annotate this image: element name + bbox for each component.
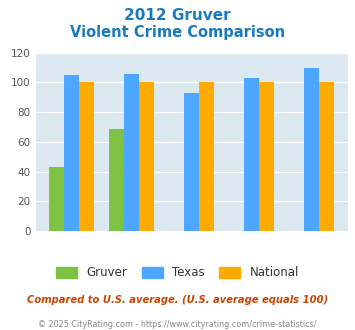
- Bar: [199, 82, 214, 231]
- Bar: [124, 74, 139, 231]
- Bar: [259, 82, 274, 231]
- Text: Violent Crime Comparison: Violent Crime Comparison: [70, 25, 285, 40]
- Text: © 2025 CityRating.com - https://www.cityrating.com/crime-statistics/: © 2025 CityRating.com - https://www.city…: [38, 320, 317, 329]
- Bar: [244, 78, 259, 231]
- Text: 2012 Gruver: 2012 Gruver: [124, 8, 231, 23]
- Text: Compared to U.S. average. (U.S. average equals 100): Compared to U.S. average. (U.S. average …: [27, 295, 328, 305]
- Bar: [304, 68, 320, 231]
- Bar: [109, 128, 124, 231]
- Bar: [184, 93, 199, 231]
- Bar: [320, 82, 334, 231]
- Bar: [79, 82, 94, 231]
- Bar: [139, 82, 154, 231]
- Bar: [49, 167, 64, 231]
- Legend: Gruver, Texas, National: Gruver, Texas, National: [51, 262, 304, 284]
- Bar: [64, 75, 79, 231]
